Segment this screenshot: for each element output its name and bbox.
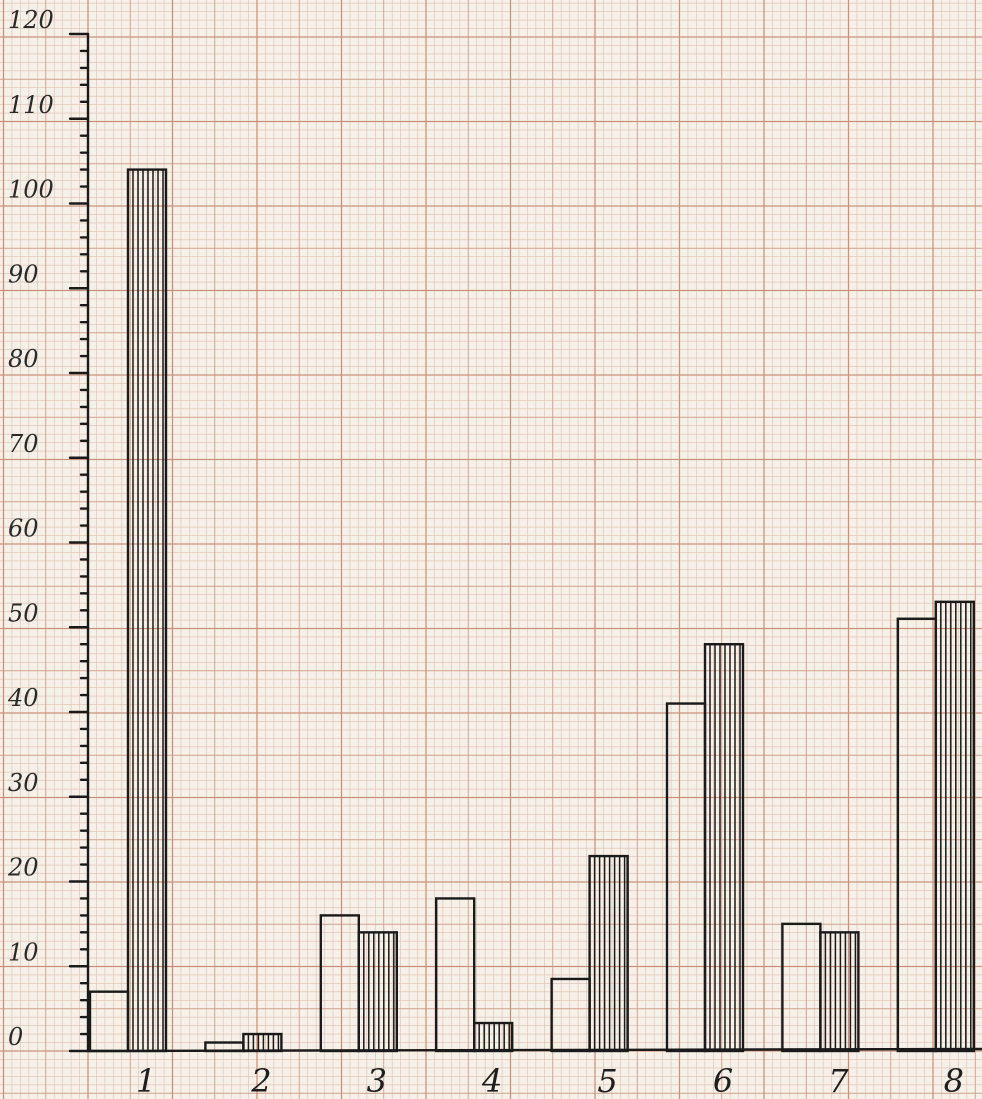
y-tick-label: 50 — [8, 599, 39, 627]
x-category-label: 7 — [828, 1062, 849, 1099]
y-tick-label: 90 — [8, 260, 39, 288]
bar-hatching — [132, 169, 164, 1051]
x-axis-line — [86, 1047, 982, 1053]
bar-outline — [703, 643, 745, 1053]
bar-hatching — [478, 1023, 510, 1051]
bar-outline — [819, 931, 860, 1053]
y-tick-label: 40 — [7, 684, 39, 712]
x-category-label: 2 — [250, 1062, 271, 1099]
x-category-label: 1 — [136, 1062, 156, 1099]
bar-hatching — [940, 601, 972, 1051]
y-tick-label: 70 — [8, 430, 39, 458]
y-tick-label: 80 — [8, 345, 39, 373]
y-tick-label: 110 — [8, 91, 54, 119]
bar-cat6-hatched — [703, 643, 745, 1053]
x-axis: 1 2 3 4 5 6 7 8 — [86, 1047, 982, 1099]
y-tick-label: 100 — [8, 176, 54, 204]
y-tick-label: 20 — [7, 854, 39, 882]
x-category-label: 6 — [713, 1062, 733, 1099]
y-tick-label: 10 — [8, 938, 39, 966]
bar-cat8-hatched — [934, 600, 975, 1053]
x-category-label: 4 — [481, 1062, 502, 1099]
x-category-label: 5 — [597, 1062, 617, 1099]
x-category-label: 8 — [944, 1062, 964, 1099]
y-tick-label: 120 — [8, 6, 54, 34]
y-tick-label: 30 — [8, 769, 39, 797]
bar-hatching — [709, 644, 741, 1051]
bar-hatching — [363, 932, 395, 1051]
bar-hatching — [593, 856, 626, 1051]
bar-cat7-hatched — [819, 931, 860, 1053]
x-category-label: 3 — [367, 1062, 387, 1099]
bar-outline — [934, 600, 975, 1053]
y-axis: 0 10 20 30 40 50 60 70 80 90 100 110 120 — [7, 6, 90, 1053]
bar-hatching — [247, 1034, 280, 1051]
bar-hatching — [824, 932, 857, 1051]
y-tick-label: 0 — [8, 1023, 23, 1051]
y-tick-label: 60 — [8, 515, 39, 543]
